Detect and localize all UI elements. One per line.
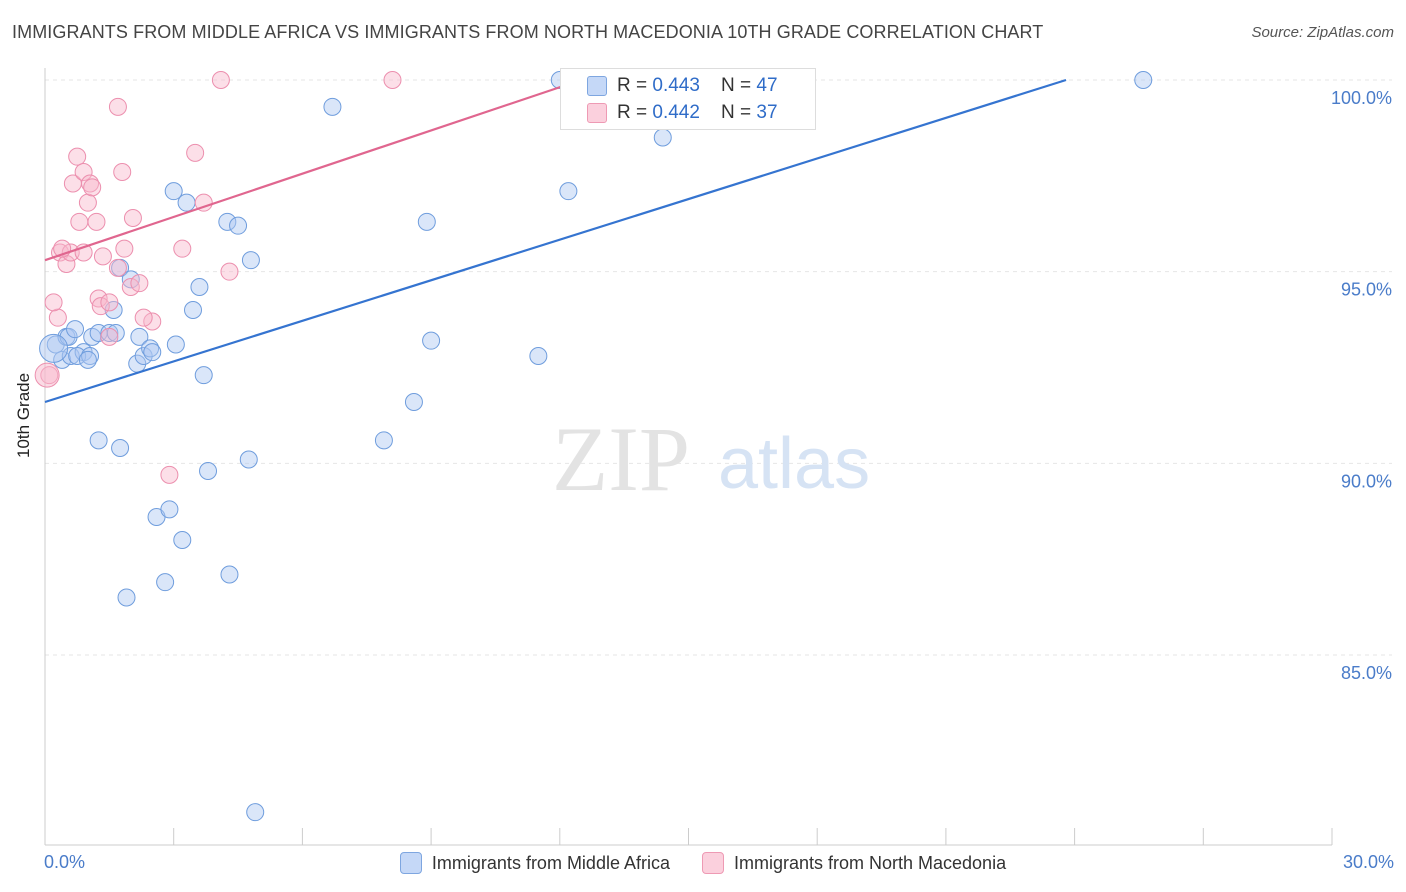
point-north-macedonia bbox=[108, 97, 127, 116]
y-tick-label: 100.0% bbox=[1331, 88, 1392, 108]
point-north-macedonia bbox=[34, 362, 60, 388]
y-axis-label: 10th Grade bbox=[14, 372, 33, 458]
y-tick-label: 90.0% bbox=[1341, 471, 1392, 491]
point-north-macedonia bbox=[93, 247, 112, 266]
point-middle-africa bbox=[121, 270, 140, 289]
point-middle-africa bbox=[66, 320, 85, 339]
point-north-macedonia bbox=[100, 327, 119, 346]
point-middle-africa bbox=[143, 343, 162, 362]
x-tick-label-min: 0.0% bbox=[44, 852, 86, 872]
point-middle-africa bbox=[190, 278, 209, 296]
point-middle-africa bbox=[653, 128, 672, 147]
watermark-atlas: atlas bbox=[718, 424, 870, 504]
point-middle-africa bbox=[422, 331, 441, 350]
point-middle-africa bbox=[194, 366, 213, 385]
point-middle-africa bbox=[164, 182, 183, 201]
point-middle-africa bbox=[166, 335, 185, 354]
point-middle-africa bbox=[529, 347, 548, 365]
watermark-zip: ZIP bbox=[552, 408, 690, 510]
point-middle-africa bbox=[130, 327, 149, 346]
point-middle-africa bbox=[404, 393, 423, 411]
point-north-macedonia bbox=[383, 71, 402, 89]
legend-row-north-macedonia: R = 0.442 N = 37 bbox=[587, 100, 778, 126]
point-middle-africa bbox=[184, 301, 203, 319]
point-north-macedonia bbox=[211, 71, 230, 89]
watermark: ZIP atlas bbox=[552, 408, 870, 510]
point-north-macedonia bbox=[134, 308, 153, 327]
legend-label-middle-africa: Immigrants from Middle Africa bbox=[431, 852, 670, 873]
point-middle-africa bbox=[374, 431, 393, 450]
chart-title: IMMIGRANTS FROM MIDDLE AFRICA VS IMMIGRA… bbox=[12, 22, 1044, 42]
source-label: Source: ZipAtlas.com bbox=[1251, 24, 1394, 41]
point-north-macedonia bbox=[83, 178, 102, 197]
legend-row-middle-africa: R = 0.443 N = 47 bbox=[587, 73, 778, 99]
legend-label-north-macedonia: Immigrants from North Macedonia bbox=[733, 852, 1007, 873]
point-middle-africa bbox=[239, 450, 258, 469]
point-middle-africa bbox=[229, 216, 248, 235]
correlation-legend: R = 0.443 N = 47 R = 0.442 N = 37 bbox=[560, 68, 816, 130]
point-north-macedonia bbox=[220, 262, 239, 281]
point-middle-africa bbox=[199, 462, 218, 480]
point-middle-africa bbox=[246, 803, 265, 822]
point-north-macedonia bbox=[48, 308, 67, 327]
point-north-macedonia bbox=[121, 278, 140, 296]
point-middle-africa bbox=[241, 251, 260, 270]
point-north-macedonia bbox=[160, 465, 179, 484]
point-middle-africa bbox=[39, 333, 69, 363]
point-north-macedonia bbox=[100, 293, 119, 312]
trendline-middle-africa bbox=[44, 78, 1067, 404]
point-middle-africa bbox=[1134, 71, 1153, 89]
legend-swatch-north-macedonia bbox=[701, 852, 724, 874]
point-middle-africa bbox=[117, 588, 136, 607]
point-north-macedonia bbox=[115, 239, 134, 258]
point-north-macedonia bbox=[143, 312, 162, 331]
point-north-macedonia bbox=[70, 212, 89, 231]
legend-swatch-blue bbox=[587, 76, 607, 96]
point-north-macedonia bbox=[91, 297, 110, 316]
point-middle-africa bbox=[68, 347, 87, 365]
point-north-macedonia bbox=[87, 212, 106, 231]
point-north-macedonia bbox=[78, 193, 97, 212]
trend-layer bbox=[44, 78, 1067, 404]
point-middle-africa bbox=[220, 565, 239, 584]
point-middle-africa bbox=[218, 212, 237, 231]
series-legend: Immigrants from Middle Africa Immigrants… bbox=[0, 852, 1406, 874]
y-tick-labels: 85.0% 90.0% 95.0% 100.0% bbox=[1331, 88, 1392, 683]
point-middle-africa bbox=[78, 350, 97, 369]
point-middle-africa bbox=[89, 431, 108, 450]
legend-swatch-pink bbox=[587, 103, 607, 123]
point-middle-africa bbox=[417, 212, 436, 231]
grid-layer bbox=[45, 79, 1392, 656]
y-tick-label: 85.0% bbox=[1341, 663, 1392, 683]
trendline-north-macedonia bbox=[44, 78, 582, 262]
point-middle-africa bbox=[559, 182, 578, 201]
point-north-macedonia bbox=[89, 289, 108, 308]
y-tick-label: 95.0% bbox=[1341, 280, 1392, 300]
point-middle-africa bbox=[173, 531, 192, 549]
point-north-macedonia bbox=[74, 163, 93, 181]
point-middle-africa bbox=[100, 324, 119, 342]
legend-item-middle-africa: Immigrants from Middle Africa bbox=[399, 852, 670, 874]
point-middle-africa bbox=[134, 347, 153, 365]
point-north-macedonia bbox=[44, 293, 63, 312]
point-north-macedonia bbox=[173, 239, 192, 258]
point-middle-africa bbox=[160, 500, 179, 519]
legend-swatch-middle-africa bbox=[399, 852, 422, 874]
point-north-macedonia bbox=[186, 143, 205, 162]
point-middle-africa bbox=[156, 573, 175, 592]
axes-layer bbox=[44, 68, 1333, 846]
points-layer bbox=[34, 71, 1153, 822]
point-north-macedonia bbox=[68, 147, 87, 166]
point-north-macedonia bbox=[113, 163, 132, 181]
legend-item-north-macedonia: Immigrants from North Macedonia bbox=[701, 852, 1007, 874]
point-north-macedonia bbox=[130, 274, 149, 293]
point-middle-africa bbox=[111, 439, 130, 457]
point-middle-africa bbox=[323, 97, 342, 116]
x-tick-label-max: 30.0% bbox=[1342, 852, 1394, 872]
point-north-macedonia bbox=[123, 209, 142, 227]
point-north-macedonia bbox=[194, 193, 213, 212]
point-north-macedonia bbox=[108, 258, 127, 277]
